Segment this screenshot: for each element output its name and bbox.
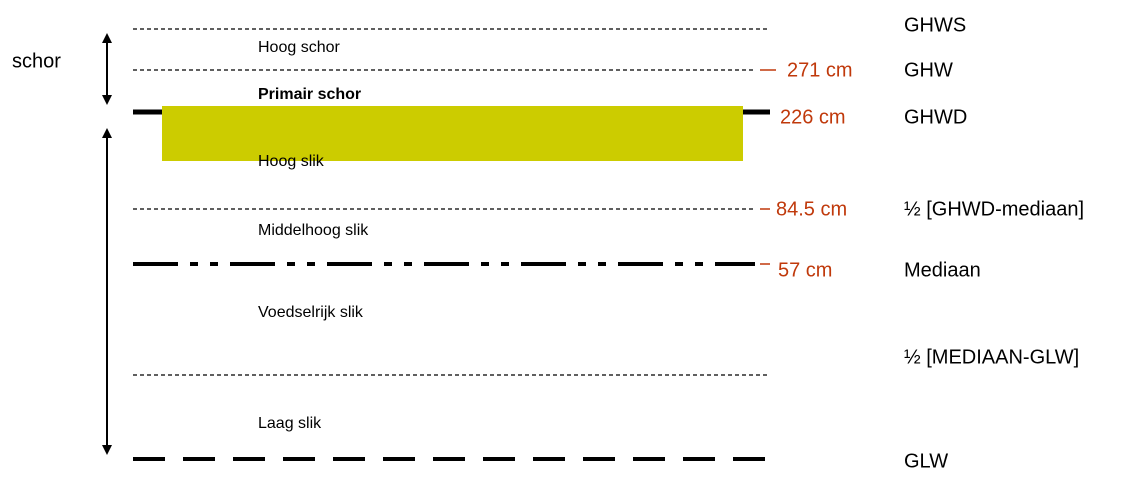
level-label: Mediaan bbox=[904, 259, 981, 281]
level-label: GHWD bbox=[904, 106, 967, 128]
level-value: 84.5 cm bbox=[776, 198, 847, 220]
side-label: schor bbox=[12, 50, 61, 72]
zone-label: Primair schor bbox=[258, 86, 361, 103]
zone-label: Laag slik bbox=[258, 415, 322, 432]
level-label: ½ [MEDIAAN-GLW] bbox=[904, 346, 1079, 368]
zone-label: Hoog slik bbox=[258, 153, 325, 170]
level-value: 226 cm bbox=[780, 106, 846, 128]
zone-label: Voedselrijk slik bbox=[258, 304, 364, 321]
zone-label: Hoog schor bbox=[258, 39, 340, 56]
level-label: ½ [GHWD-mediaan] bbox=[904, 198, 1084, 220]
level-label: GHWS bbox=[904, 14, 966, 36]
level-label: GLW bbox=[904, 450, 948, 472]
level-value: 271 cm bbox=[787, 59, 853, 81]
level-label: GHW bbox=[904, 59, 953, 81]
zone-label: Middelhoog slik bbox=[258, 222, 369, 239]
primary-marsh-band bbox=[162, 106, 743, 161]
level-value: 57 cm bbox=[778, 259, 832, 281]
